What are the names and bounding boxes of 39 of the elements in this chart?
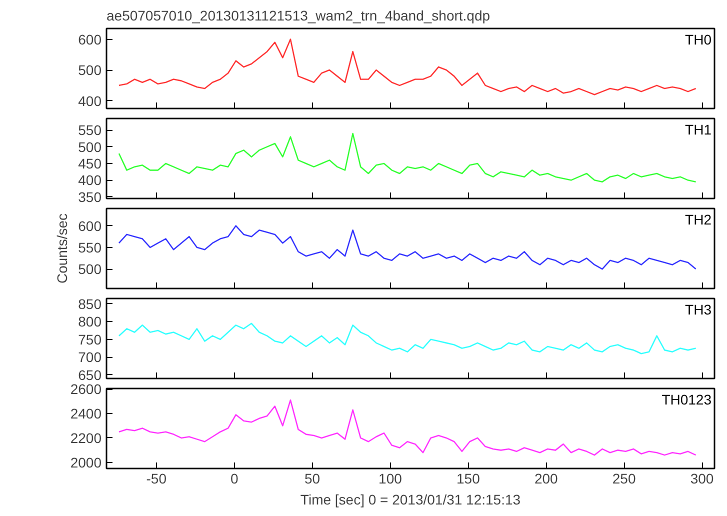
x-tick-label: 150 bbox=[456, 470, 480, 486]
y-tick-label: 2200 bbox=[70, 430, 102, 446]
y-tick-label: 500 bbox=[78, 261, 102, 278]
x-tick-label: 0 bbox=[230, 470, 238, 486]
line-series bbox=[118, 225, 696, 270]
y-tick-label: 750 bbox=[78, 331, 102, 348]
text: TH3 bbox=[685, 302, 712, 318]
y-tick-label: 2600 bbox=[70, 381, 102, 398]
y-tick-label: 550 bbox=[78, 122, 102, 138]
x-tick-label: 50 bbox=[304, 470, 320, 486]
y-tick-label: 400 bbox=[78, 172, 102, 188]
y-tick-label: 2000 bbox=[70, 454, 102, 470]
x-tick-label: -50 bbox=[146, 470, 167, 486]
y-tick-label: 500 bbox=[78, 62, 102, 78]
y-tick-label: 350 bbox=[78, 188, 102, 205]
y-axis-title: Counts/sec bbox=[54, 213, 70, 284]
text: TH0 bbox=[685, 32, 712, 48]
text: TH1 bbox=[685, 122, 712, 138]
chart-title: ae507057010_20130131121513_wam2_trn_4band_short.qdp bbox=[106, 8, 490, 24]
x-tick-label: 200 bbox=[534, 470, 558, 486]
x-tick-label: 100 bbox=[378, 470, 402, 486]
x-tick-label: 300 bbox=[690, 470, 714, 486]
y-tick-label: 500 bbox=[78, 138, 102, 155]
y-tick-label: 700 bbox=[78, 349, 102, 366]
y-tick-label: 800 bbox=[78, 314, 102, 330]
y-tick-label: 600 bbox=[78, 218, 102, 234]
line-series bbox=[118, 132, 696, 182]
x-axis-title: Time [sec] 0 = 2013/01/31 12:15:13 bbox=[300, 492, 521, 508]
y-tick-label: 650 bbox=[78, 366, 102, 383]
y-tick-label: 600 bbox=[78, 31, 102, 48]
text: TH0123 bbox=[662, 392, 712, 408]
x-tick-label: 250 bbox=[612, 470, 636, 486]
y-tick-label: 550 bbox=[78, 239, 102, 256]
y-tick-label: 450 bbox=[78, 156, 102, 172]
text: TH2 bbox=[685, 212, 712, 228]
y-tick-label: 850 bbox=[78, 296, 102, 312]
line-series bbox=[118, 322, 696, 354]
y-tick-label: 400 bbox=[78, 92, 102, 109]
y-tick-label: 2400 bbox=[70, 406, 102, 422]
